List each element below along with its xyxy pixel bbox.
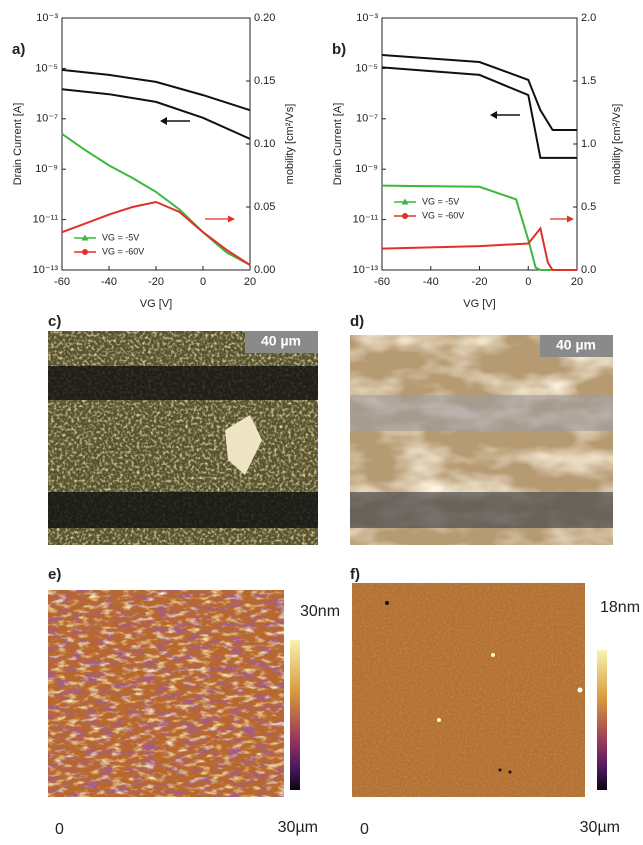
y-axis-title: Drain Current [A] [332,103,344,186]
y-axis-title: Drain Current [A] [12,103,24,186]
y2-tick-label: 0.15 [254,75,275,87]
x-axis-title: VG [V] [140,298,172,310]
colorbar-label: 30nm [300,603,340,620]
y2-tick-label: 0.20 [254,12,275,24]
x-tick-label: -60 [54,276,70,288]
y-tick-label: 10⁻⁷ [356,113,378,125]
scale-bar: 40 µm [261,333,301,349]
y-tick-label: 10⁻⁷ [36,113,58,125]
panel-label: f) [350,566,360,583]
colorbar-label: 18nm [600,599,640,616]
y-tick-label: 10⁻⁹ [355,163,378,175]
legend-marker [82,249,88,255]
y-tick-label: 10⁻³ [36,12,58,24]
afm-image [48,590,300,797]
figure: c) 40 µm d) 40 µm e) 30nm 0 30µm f) 18nm… [0,0,643,845]
afm-image [352,583,607,797]
optical-image: 40 µm [350,335,613,545]
x-tick-label: -60 [374,276,390,288]
panel-label: a) [12,41,25,58]
x-tick-label: 20 [571,276,583,288]
y2-tick-label: 0.00 [254,264,275,276]
plot-frame [62,18,250,270]
y2-tick-label: 0.05 [254,201,275,213]
panel-label: b) [332,41,346,58]
series-line [382,186,577,270]
y-tick-label: 10⁻¹¹ [33,214,59,226]
series-line [62,70,250,110]
legend-label: VG = -5V [422,196,459,206]
y-tick-label: 10⁻¹¹ [353,214,379,226]
x-tick-label: 20 [244,276,256,288]
series-line [382,55,577,130]
y2-tick-label: 0.10 [254,138,275,150]
y2-tick-label: 2.0 [581,12,596,24]
panel-label: c) [48,313,61,330]
series-line [382,67,577,157]
series-line [62,202,250,265]
legend-marker [402,213,408,219]
x-tick-label: 0 [200,276,206,288]
x-tick-label: -40 [101,276,117,288]
y-tick-label: 10⁻⁹ [35,163,58,175]
panel-label: d) [350,313,364,330]
legend-label: VG = -5V [102,232,139,242]
y2-tick-label: 1.5 [581,75,596,87]
x-end: 30µm [278,819,318,836]
x-tick-label: -20 [148,276,164,288]
y2-axis-title: mobility [cm²/Vs] [611,104,623,185]
y-tick-label: 10⁻¹³ [33,264,59,276]
x-tick-label: -20 [472,276,488,288]
optical-image: 40 µm [48,331,318,545]
x-tick-label: 0 [525,276,531,288]
y2-tick-label: 0.0 [581,264,596,276]
legend-label: VG = -60V [102,246,144,256]
y-tick-label: 10⁻⁵ [35,62,58,74]
y-tick-label: 10⁻⁵ [355,62,378,74]
x-axis-title: VG [V] [463,298,495,310]
series-line [62,89,250,139]
x-start: 0 [360,821,369,838]
plot-frame [382,18,577,270]
legend-label: VG = -60V [422,210,464,220]
panel-label: e) [48,566,61,583]
x-start: 0 [55,821,64,838]
y2-axis-title: mobility [cm²/Vs] [284,104,296,185]
y-tick-label: 10⁻¹³ [353,264,379,276]
x-tick-label: -40 [423,276,439,288]
y-tick-label: 10⁻³ [356,12,378,24]
y2-tick-label: 0.5 [581,201,596,213]
y2-tick-label: 1.0 [581,138,596,150]
series-line [382,228,577,270]
x-end: 30µm [580,819,620,836]
scale-bar: 40 µm [556,337,596,353]
